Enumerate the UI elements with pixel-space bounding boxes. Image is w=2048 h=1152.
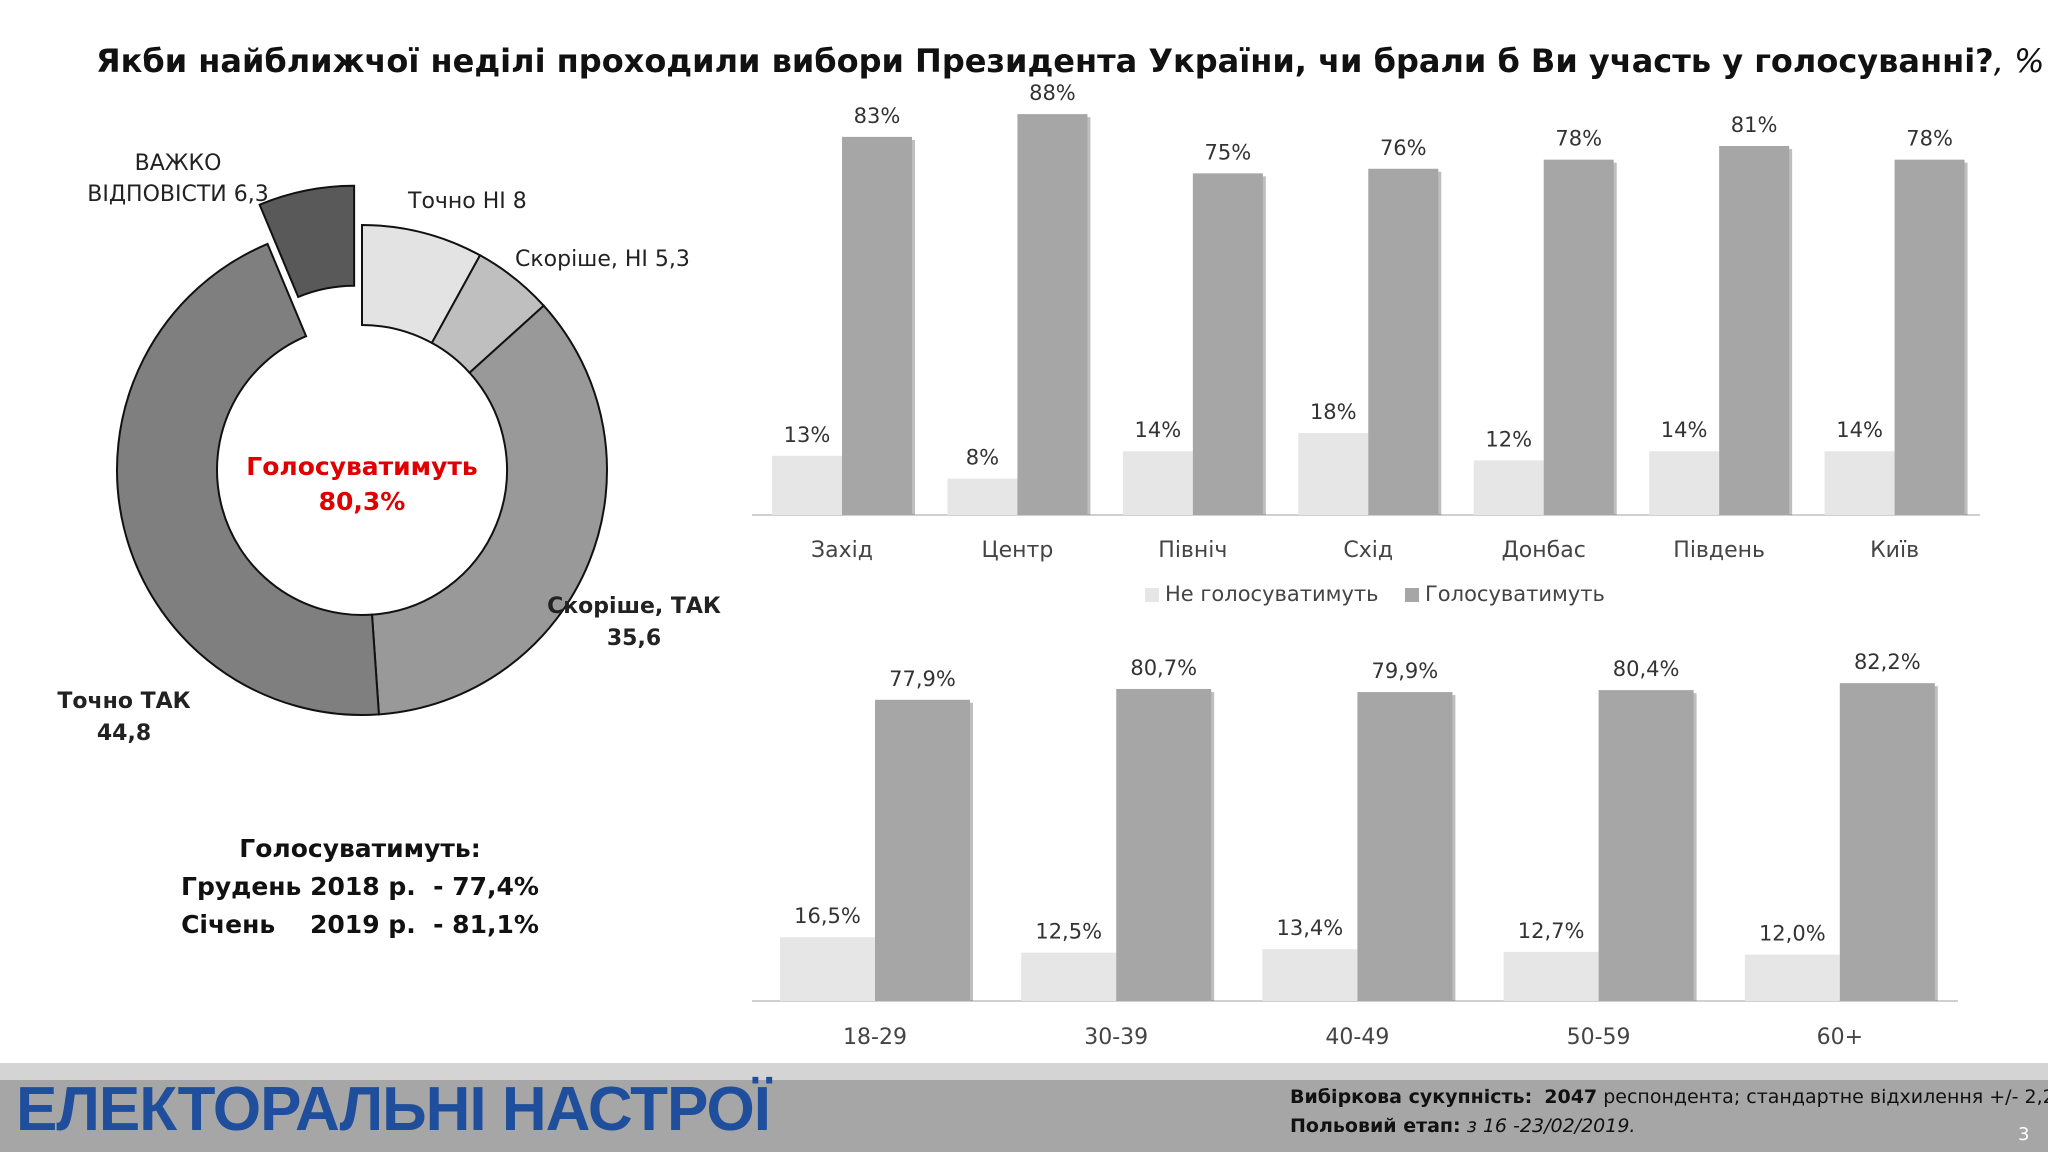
bar-not-voting	[1298, 433, 1369, 515]
bar-value-label: 12,0%	[1759, 922, 1826, 946]
bar-not-voting	[1473, 460, 1544, 515]
donut-sublabel: ВІДПОВІСТИ 6,3	[87, 182, 268, 207]
bar-not-voting	[1122, 451, 1193, 515]
bar-value-label: 78%	[1906, 127, 1953, 151]
summary-row-dec-2018: Грудень 2018 р. - 77,4%	[181, 872, 539, 901]
slide-title-suffix: , %	[1993, 42, 2045, 80]
sample-value: 2047	[1544, 1086, 1598, 1108]
bar-value-label: 80,7%	[1130, 656, 1197, 680]
bar-voting	[1719, 146, 1790, 515]
bar-value-label: 18%	[1310, 400, 1357, 424]
bar-value-label: 13,4%	[1277, 916, 1344, 940]
donut-label: ВАЖКО	[135, 151, 222, 176]
bar-value-label: 79,9%	[1372, 659, 1439, 683]
bar-voting	[1894, 159, 1965, 515]
bar-value-label: 78%	[1555, 127, 1602, 151]
bar-voting	[1357, 692, 1453, 1001]
bar-value-label: 12,5%	[1035, 920, 1102, 944]
bar-not-voting	[947, 478, 1018, 515]
bar-voting	[842, 136, 912, 515]
summary-heading: Голосуватимуть:	[239, 834, 481, 863]
category-label: Центр	[982, 538, 1054, 563]
bar-not-voting	[1262, 949, 1358, 1001]
bar-voting	[1543, 159, 1614, 515]
bar-voting	[875, 699, 970, 1001]
footer-info: Вибіркова сукупність: 2047 респондента; …	[1290, 1083, 2048, 1141]
legend-label: Не голосуватимуть	[1165, 582, 1379, 606]
donut-center-value: 80,3%	[319, 487, 406, 516]
category-label: 50-59	[1567, 1025, 1631, 1050]
category-label: Захід	[811, 538, 873, 563]
category-label: Київ	[1870, 538, 1919, 563]
footer-band	[0, 1063, 2048, 1080]
donut-chart: Точно НІ 8 Скоріше, НІ 5,3 Скоріше, ТАК 35,…	[57, 151, 721, 746]
category-label: 40-49	[1325, 1025, 1389, 1050]
bar-not-voting	[1824, 451, 1895, 515]
bar-not-voting	[1021, 952, 1117, 1001]
donut-center-label: Голосуватимуть	[246, 452, 477, 481]
summary-row-jan-2019: Січень 2019 р. - 81,1%	[181, 910, 539, 939]
category-label: Південь	[1673, 538, 1765, 563]
page-number: 3	[2018, 1124, 2030, 1145]
donut-label: Точно ТАК	[57, 689, 190, 714]
bar-value-label: 80,4%	[1613, 657, 1680, 681]
category-label: 60+	[1817, 1025, 1863, 1050]
donut-segment	[258, 184, 356, 299]
bar-value-label: 82,2%	[1854, 650, 1921, 674]
legend-label: Голосуватимуть	[1425, 582, 1605, 606]
bar-value-label: 76%	[1380, 136, 1427, 160]
bar-not-voting	[1649, 451, 1720, 515]
bar-value-label: 88%	[1029, 81, 1076, 105]
bar-value-label: 75%	[1205, 140, 1252, 164]
bar-value-label: 16,5%	[794, 904, 861, 928]
sample-label: Вибіркова сукупність:	[1290, 1086, 1533, 1108]
bar-value-label: 83%	[854, 104, 901, 128]
bar-not-voting	[1744, 954, 1840, 1001]
bar-value-label: 13%	[784, 423, 831, 447]
donut-label: Скоріше, ТАК	[547, 594, 721, 619]
donut-sublabel: 44,8	[97, 721, 151, 746]
bar-value-label: 12,7%	[1518, 919, 1585, 943]
slide-title-main: Якби найближчої неділі проходили вибори …	[96, 42, 1994, 80]
bar-voting	[1192, 173, 1263, 516]
bar-value-label: 14%	[1661, 418, 1708, 442]
legend-swatch	[1145, 588, 1159, 602]
bar-voting	[1017, 114, 1088, 515]
bar-charts: 13% 83% Захід 8% 88% Центр 14% 75% Північ 18% 76% С…	[752, 81, 1980, 1050]
legend-swatch	[1405, 588, 1419, 602]
donut-label: Точно НІ 8	[407, 189, 527, 214]
bar-not-voting	[1503, 951, 1599, 1001]
field-label: Польовий етап:	[1290, 1115, 1461, 1137]
bar-not-voting	[772, 455, 842, 515]
category-label: Схід	[1343, 538, 1393, 563]
donut-label: Скоріше, НІ 5,3	[515, 247, 690, 272]
bar-voting	[1368, 168, 1439, 515]
field-value: з 16 -23/02/2019.	[1466, 1115, 1636, 1137]
donut-segment	[116, 242, 380, 716]
turnout-summary: Голосуватимуть: Грудень 2018 р. - 77,4% …	[150, 830, 570, 944]
category-label: Північ	[1158, 538, 1227, 563]
bar-value-label: 14%	[1135, 418, 1182, 442]
donut-segment	[370, 304, 608, 716]
category-label: 30-39	[1084, 1025, 1148, 1050]
bar-value-label: 12%	[1485, 427, 1532, 451]
bar-voting	[1839, 683, 1935, 1001]
bar-value-label: 77,9%	[889, 667, 956, 691]
bar-voting	[1598, 690, 1694, 1001]
bar-voting	[1116, 688, 1212, 1001]
bar-value-label: 14%	[1836, 418, 1883, 442]
donut-sublabel: 35,6	[607, 626, 661, 651]
bar-value-label: 8%	[966, 446, 999, 470]
sample-rest: респондента; стандартне відхилення +/- 2…	[1603, 1086, 2048, 1108]
slide-title: Якби найближчої неділі проходили вибори …	[96, 42, 2044, 80]
bar-not-voting	[780, 937, 875, 1001]
bar-value-label: 81%	[1731, 113, 1778, 137]
category-label: Донбас	[1502, 538, 1586, 563]
footer-bar	[0, 1080, 2048, 1152]
category-label: 18-29	[843, 1025, 907, 1050]
footer-title: ЕЛЕКТОРАЛЬНІ НАСТРОЇ	[16, 1075, 771, 1144]
